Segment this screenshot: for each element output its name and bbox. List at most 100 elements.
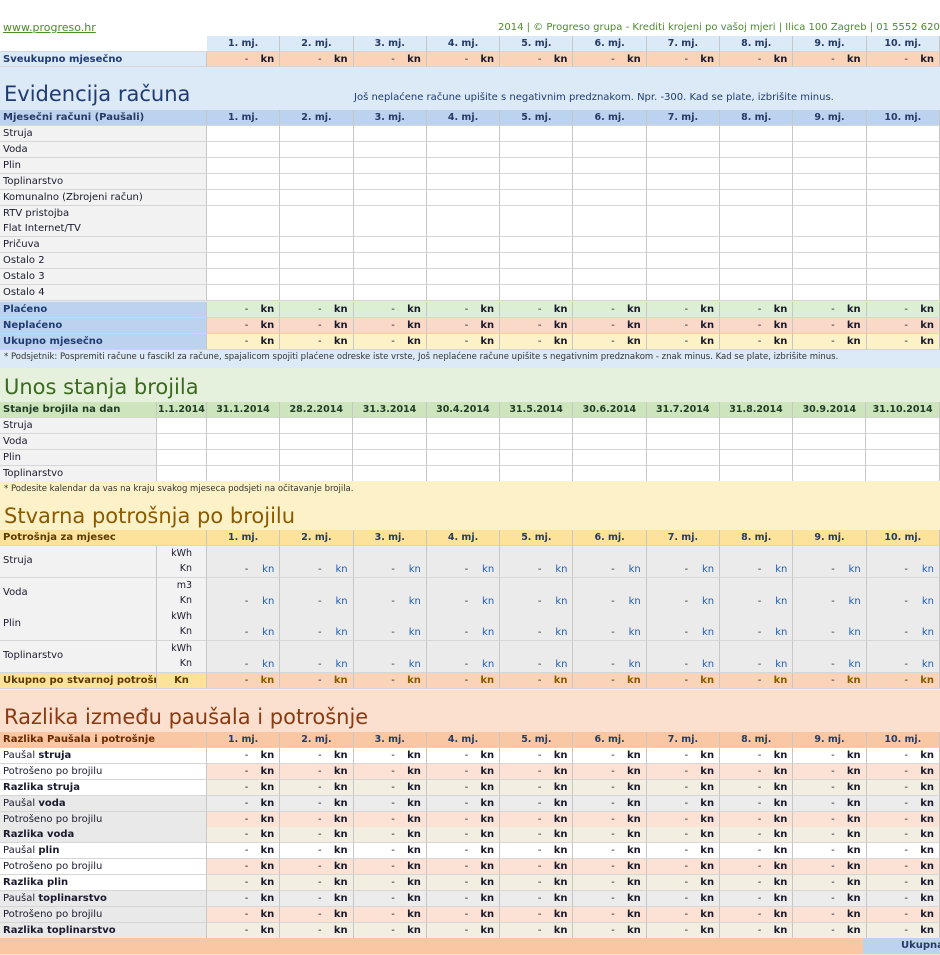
input-cell[interactable] <box>573 433 647 450</box>
input-cell[interactable] <box>866 157 940 174</box>
input-cell[interactable] <box>426 173 501 190</box>
input-cell[interactable] <box>720 285 794 301</box>
input-cell[interactable] <box>500 285 574 301</box>
input-cell[interactable] <box>720 157 794 174</box>
input-cell[interactable] <box>646 285 721 301</box>
input-cell[interactable] <box>793 418 867 434</box>
input-cell[interactable] <box>280 141 354 158</box>
input-cell[interactable] <box>353 237 427 254</box>
input-cell[interactable] <box>500 205 574 222</box>
input-cell[interactable] <box>866 141 940 158</box>
input-cell[interactable] <box>500 253 574 270</box>
input-cell[interactable] <box>720 205 794 222</box>
input-cell[interactable] <box>866 418 940 434</box>
input-cell[interactable] <box>280 205 354 222</box>
input-cell[interactable] <box>573 141 647 158</box>
input-cell[interactable] <box>500 269 574 286</box>
input-cell[interactable] <box>646 221 721 238</box>
input-cell[interactable] <box>426 433 500 450</box>
input-cell[interactable] <box>866 237 940 254</box>
input-cell[interactable] <box>720 237 794 254</box>
input-cell[interactable] <box>499 449 574 466</box>
input-cell[interactable] <box>719 449 794 466</box>
input-cell[interactable] <box>720 173 794 190</box>
input-cell[interactable] <box>573 173 647 190</box>
input-cell[interactable] <box>207 237 281 254</box>
input-cell[interactable] <box>719 465 794 482</box>
input-cell[interactable] <box>157 418 207 434</box>
input-cell[interactable] <box>280 157 354 174</box>
input-cell[interactable] <box>720 141 794 158</box>
input-cell[interactable] <box>353 418 427 434</box>
input-cell[interactable] <box>426 189 501 206</box>
site-link[interactable]: www.progreso.hr <box>3 21 96 34</box>
input-cell[interactable] <box>573 465 647 482</box>
input-cell[interactable] <box>426 221 501 238</box>
input-cell[interactable] <box>719 418 794 434</box>
input-cell[interactable] <box>573 285 647 301</box>
input-cell[interactable] <box>646 157 721 174</box>
input-cell[interactable] <box>426 126 501 142</box>
input-cell[interactable] <box>207 205 281 222</box>
input-cell[interactable] <box>866 449 940 466</box>
input-cell[interactable] <box>353 465 427 482</box>
input-cell[interactable] <box>280 221 354 238</box>
input-cell[interactable] <box>280 449 354 466</box>
input-cell[interactable] <box>426 205 501 222</box>
input-cell[interactable] <box>280 269 354 286</box>
input-cell[interactable] <box>646 141 721 158</box>
input-cell[interactable] <box>646 237 721 254</box>
input-cell[interactable] <box>866 126 940 142</box>
input-cell[interactable] <box>353 157 427 174</box>
input-cell[interactable] <box>720 269 794 286</box>
input-cell[interactable] <box>646 465 720 482</box>
input-cell[interactable] <box>206 449 281 466</box>
input-cell[interactable] <box>207 253 281 270</box>
input-cell[interactable] <box>426 449 500 466</box>
input-cell[interactable] <box>500 221 574 238</box>
input-cell[interactable] <box>207 285 281 301</box>
input-cell[interactable] <box>353 285 427 301</box>
input-cell[interactable] <box>573 237 647 254</box>
input-cell[interactable] <box>500 189 574 206</box>
input-cell[interactable] <box>206 418 281 434</box>
input-cell[interactable] <box>207 173 281 190</box>
input-cell[interactable] <box>280 285 354 301</box>
input-cell[interactable] <box>866 465 940 482</box>
input-cell[interactable] <box>280 433 354 450</box>
input-cell[interactable] <box>353 126 427 142</box>
input-cell[interactable] <box>280 126 354 142</box>
input-cell[interactable] <box>866 221 940 238</box>
input-cell[interactable] <box>426 285 501 301</box>
input-cell[interactable] <box>793 221 867 238</box>
input-cell[interactable] <box>866 269 940 286</box>
input-cell[interactable] <box>720 126 794 142</box>
input-cell[interactable] <box>499 433 574 450</box>
input-cell[interactable] <box>353 141 427 158</box>
input-cell[interactable] <box>646 126 721 142</box>
input-cell[interactable] <box>500 173 574 190</box>
input-cell[interactable] <box>353 221 427 238</box>
input-cell[interactable] <box>866 433 940 450</box>
input-cell[interactable] <box>793 237 867 254</box>
input-cell[interactable] <box>353 433 427 450</box>
input-cell[interactable] <box>646 269 721 286</box>
input-cell[interactable] <box>207 157 281 174</box>
input-cell[interactable] <box>573 253 647 270</box>
input-cell[interactable] <box>793 449 867 466</box>
input-cell[interactable] <box>793 126 867 142</box>
input-cell[interactable] <box>426 253 501 270</box>
input-cell[interactable] <box>280 189 354 206</box>
input-cell[interactable] <box>573 189 647 206</box>
input-cell[interactable] <box>719 433 794 450</box>
input-cell[interactable] <box>793 141 867 158</box>
input-cell[interactable] <box>206 465 281 482</box>
input-cell[interactable] <box>426 237 501 254</box>
input-cell[interactable] <box>646 433 720 450</box>
input-cell[interactable] <box>573 157 647 174</box>
input-cell[interactable] <box>426 465 500 482</box>
input-cell[interactable] <box>793 433 867 450</box>
input-cell[interactable] <box>157 433 207 450</box>
input-cell[interactable] <box>793 465 867 482</box>
input-cell[interactable] <box>500 141 574 158</box>
